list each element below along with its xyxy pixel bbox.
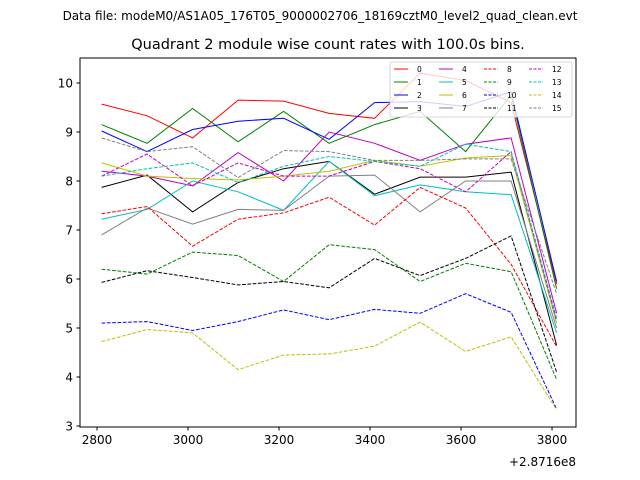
legend-label: 3 [417, 104, 422, 113]
series-line-8 [101, 186, 558, 347]
series-line-4 [101, 131, 558, 314]
series-line-1 [101, 94, 558, 289]
chart-title: Quadrant 2 module wise count rates with … [131, 37, 525, 53]
y-tick-label: 8 [65, 175, 73, 189]
series-line-9 [101, 244, 558, 380]
legend-label: 1 [417, 78, 422, 87]
legend-label: 0 [417, 65, 422, 74]
x-offset-text: +2.8716e8 [509, 455, 576, 469]
x-tick-label: 2800 [82, 433, 113, 447]
series-lines [101, 72, 558, 411]
legend-label: 8 [507, 65, 512, 74]
legend-label: 6 [462, 91, 467, 100]
series-line-14 [101, 321, 558, 411]
series-line-3 [101, 160, 558, 346]
series-line-7 [101, 174, 558, 329]
series-line-5 [101, 160, 558, 334]
legend-label: 9 [507, 78, 512, 87]
series-line-10 [101, 293, 558, 410]
legend-label: 4 [462, 65, 467, 74]
plot-frame [79, 57, 577, 428]
y-tick-label: 7 [65, 224, 73, 238]
legend-box [389, 61, 573, 118]
legend-label: 5 [462, 78, 467, 87]
legend-label: 11 [507, 104, 517, 113]
legend-label: 10 [507, 91, 517, 100]
legend-label: 13 [552, 78, 562, 87]
series-line-15 [101, 137, 558, 294]
y-axis: 3 4 5 6 7 8 9 10 [58, 76, 80, 434]
legend-label: 7 [462, 104, 467, 113]
y-tick-label: 5 [65, 322, 73, 336]
y-tick-label: 4 [65, 371, 73, 385]
x-axis: 2800 3000 3200 3400 3600 3800 [82, 427, 568, 447]
legend-label: 15 [552, 104, 562, 113]
legend-label: 12 [552, 65, 562, 74]
series-line-6 [101, 154, 558, 324]
y-tick-label: 10 [58, 76, 73, 90]
series-line-2 [101, 91, 558, 282]
y-tick-label: 3 [65, 420, 73, 434]
legend-label: 14 [552, 91, 562, 100]
x-tick-label: 3000 [173, 433, 204, 447]
legend-label: 2 [417, 91, 422, 100]
x-tick-label: 3600 [446, 433, 477, 447]
y-tick-label: 9 [65, 125, 73, 139]
series-line-13 [101, 143, 558, 319]
y-tick-label: 6 [65, 273, 73, 287]
x-tick-label: 3400 [355, 433, 386, 447]
series-line-11 [101, 235, 558, 373]
x-tick-label: 3200 [264, 433, 295, 447]
x-tick-label: 3800 [537, 433, 568, 447]
suptitle: Data file: modeM0/AS1A05_176T05_90000027… [63, 9, 578, 23]
series-line-12 [101, 150, 558, 321]
